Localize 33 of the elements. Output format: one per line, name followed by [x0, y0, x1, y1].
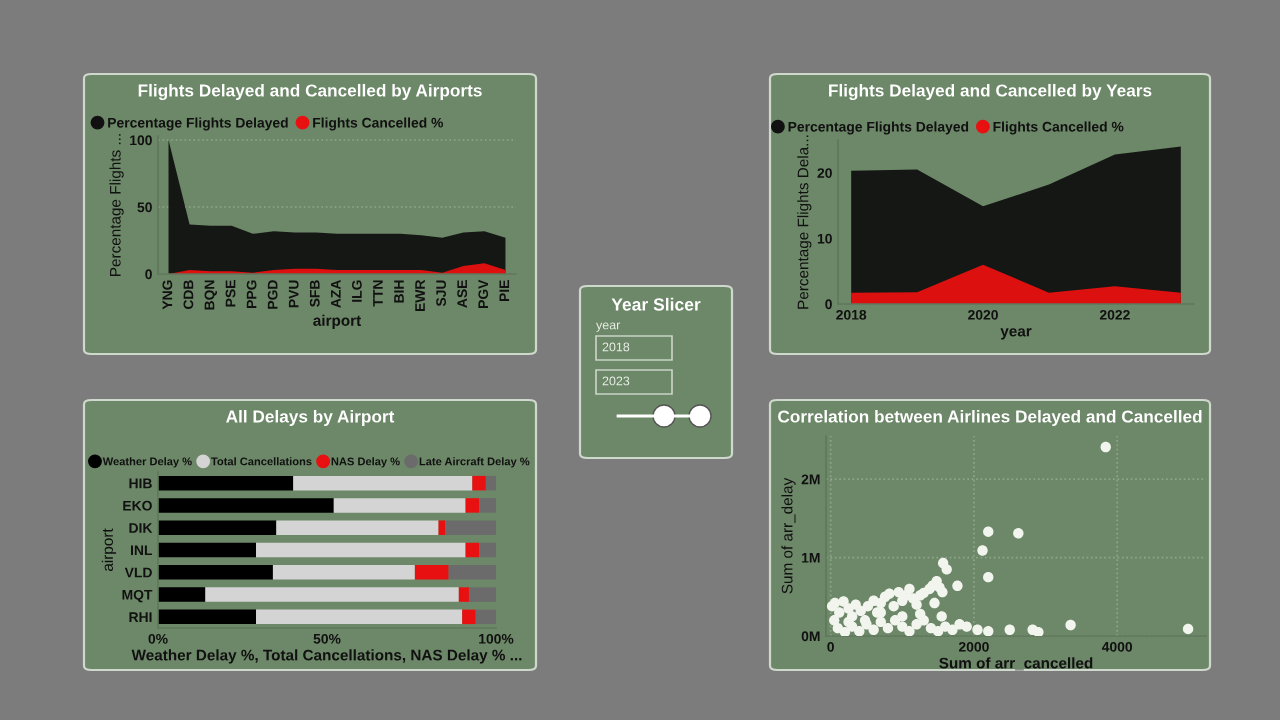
bar: [448, 565, 496, 580]
bar: [158, 520, 277, 535]
bar: [276, 520, 439, 535]
bar: [158, 587, 206, 602]
chart-title: All Delays by Airport: [226, 409, 395, 427]
bar: [158, 542, 257, 558]
bar: [438, 520, 446, 535]
bar: [414, 565, 449, 580]
bar: [479, 542, 496, 558]
bar: [445, 520, 496, 535]
chart-title: Flights Delayed and Cancelled by Airports: [138, 83, 482, 101]
chart-title: Correlation between Airlines Delayed and Cancelled: [778, 409, 1202, 427]
bar: [472, 475, 486, 491]
bar: [465, 542, 480, 558]
bar: [293, 475, 473, 491]
bar: [256, 542, 466, 558]
bar: [462, 609, 476, 625]
text: Year Slicer: [611, 297, 701, 311]
bar: [272, 565, 415, 580]
bar: [485, 475, 496, 491]
bar: [158, 475, 294, 491]
bar: [475, 609, 496, 625]
bar: [256, 609, 463, 625]
bar: [158, 498, 334, 513]
bar: [465, 498, 480, 513]
bar: [458, 587, 469, 602]
bar: [479, 498, 496, 513]
chart-title: Flights Delayed and Cancelled by Years: [829, 83, 1152, 101]
bar: [468, 587, 496, 602]
bar: [158, 609, 257, 625]
bar: [158, 565, 273, 580]
bar: [205, 587, 459, 602]
bar: [333, 498, 466, 513]
